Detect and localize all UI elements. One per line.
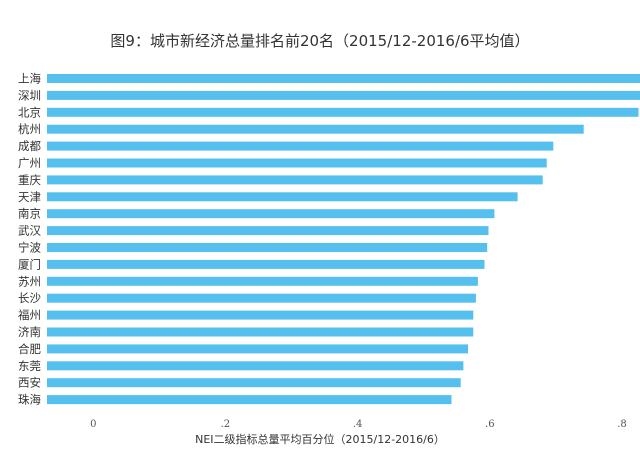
- category-label-19: 珠海: [18, 393, 41, 407]
- category-label-1: 深圳: [18, 88, 41, 102]
- bar-7: [47, 192, 518, 202]
- bars-group: [47, 74, 640, 405]
- bar-9: [47, 226, 489, 236]
- bar-15: [47, 327, 474, 337]
- bar-2: [47, 107, 639, 117]
- category-label-3: 杭州: [18, 122, 41, 136]
- chart-title: 图9：城市新经济总量排名前20名（2015/12-2016/6平均值）: [110, 32, 530, 50]
- bar-14: [47, 310, 474, 320]
- x-axis-title: NEI二级指标总量平均百分位（2015/12-2016/6）: [195, 432, 445, 446]
- x-tick-label-2: .4: [353, 419, 363, 430]
- category-label-5: 广州: [18, 156, 41, 170]
- bar-18: [47, 378, 461, 388]
- bar-0: [47, 74, 640, 83]
- bar-4: [47, 141, 554, 151]
- category-label-16: 合肥: [18, 342, 41, 356]
- category-label-4: 成都: [18, 139, 41, 153]
- x-tick-label-4: .8: [617, 419, 627, 430]
- bar-10: [47, 243, 488, 252]
- bar-19: [47, 395, 452, 405]
- bar-8: [47, 209, 495, 219]
- bar-12: [47, 276, 478, 286]
- category-label-13: 长沙: [18, 291, 41, 305]
- category-label-0: 上海: [18, 72, 41, 86]
- category-label-2: 北京: [18, 105, 41, 119]
- category-label-12: 苏州: [18, 274, 41, 288]
- bar-5: [47, 158, 547, 168]
- x-axis-ticks: 0 .2 .4 .6 .8: [90, 419, 627, 430]
- bar-17: [47, 361, 464, 371]
- category-label-7: 天津: [18, 190, 41, 204]
- category-label-6: 重庆: [18, 173, 41, 187]
- bar-16: [47, 344, 468, 354]
- category-label-10: 宁波: [18, 241, 41, 255]
- category-label-17: 东莞: [18, 359, 41, 373]
- category-label-8: 南京: [18, 207, 41, 221]
- bar-1: [47, 90, 640, 100]
- bar-6: [47, 175, 543, 185]
- x-tick-label-1: .2: [221, 419, 231, 430]
- category-label-15: 济南: [18, 325, 41, 339]
- bar-13: [47, 293, 476, 303]
- category-label-11: 厦门: [18, 257, 41, 271]
- x-tick-label-3: .6: [485, 419, 495, 430]
- bar-11: [47, 259, 485, 269]
- category-label-9: 武汉: [18, 224, 41, 238]
- category-label-18: 西安: [18, 376, 41, 390]
- category-label-14: 福州: [18, 308, 41, 322]
- x-tick-label-0: 0: [90, 419, 96, 430]
- bar-3: [47, 124, 584, 134]
